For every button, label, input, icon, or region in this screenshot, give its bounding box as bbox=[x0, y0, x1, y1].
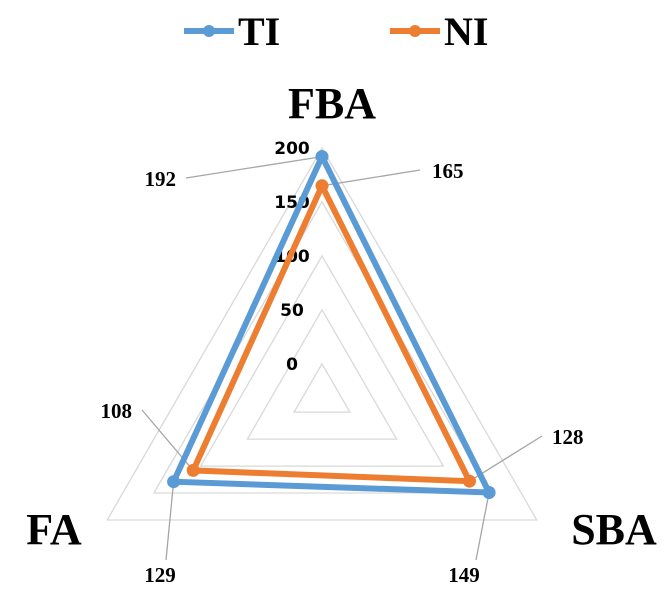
point-ni-sba bbox=[463, 474, 476, 488]
axis-titles: FBA SBA FA bbox=[26, 79, 657, 554]
data-label-ti-sba: 149 bbox=[448, 563, 480, 587]
axis-title-fa: FA bbox=[26, 505, 82, 554]
data-label-ni-fba: 165 bbox=[432, 159, 464, 183]
legend-item-ti: TI bbox=[184, 9, 280, 54]
leader-line bbox=[475, 492, 490, 561]
grid-ring-2 bbox=[199, 254, 445, 467]
data-label-ni-fa: 108 bbox=[101, 399, 133, 423]
leader-line bbox=[165, 481, 175, 561]
legend-marker-ni bbox=[409, 25, 421, 37]
point-ni-fba bbox=[315, 179, 329, 193]
grid-ring-0 bbox=[292, 362, 352, 413]
tick-label-1: 50 bbox=[280, 301, 304, 321]
point-ni-fa bbox=[186, 463, 200, 477]
leader-lines bbox=[141, 155, 543, 561]
series-line-ti bbox=[169, 149, 495, 496]
data-label-ti-fa: 129 bbox=[144, 563, 176, 587]
leader-line bbox=[185, 155, 323, 179]
data-label-ti-fba: 192 bbox=[145, 167, 177, 191]
legend-label-ti: TI bbox=[238, 9, 280, 54]
point-ti-fba bbox=[315, 150, 329, 164]
point-ti-sba bbox=[482, 486, 496, 499]
legend-item-ni: NI bbox=[390, 9, 488, 54]
grid-ring-4 bbox=[106, 146, 538, 521]
point-ti-fa bbox=[167, 475, 181, 489]
legend: TI NI bbox=[184, 9, 488, 54]
data-label-ni-sba: 128 bbox=[552, 425, 584, 449]
tick-label-0: 0 bbox=[286, 355, 298, 375]
series-ni bbox=[186, 178, 476, 488]
series-line-ni bbox=[188, 178, 475, 485]
legend-marker-ti bbox=[203, 25, 215, 37]
axis-title-fba: FBA bbox=[288, 79, 376, 128]
legend-label-ni: NI bbox=[444, 9, 488, 54]
grid-ring-1 bbox=[246, 308, 398, 440]
data-labels: 192 165 149 128 129 108 bbox=[101, 159, 584, 587]
tick-label-4: 200 bbox=[274, 139, 310, 159]
series-layer bbox=[167, 149, 496, 499]
axis-title-sba: SBA bbox=[571, 505, 657, 554]
series-ti bbox=[167, 149, 496, 499]
